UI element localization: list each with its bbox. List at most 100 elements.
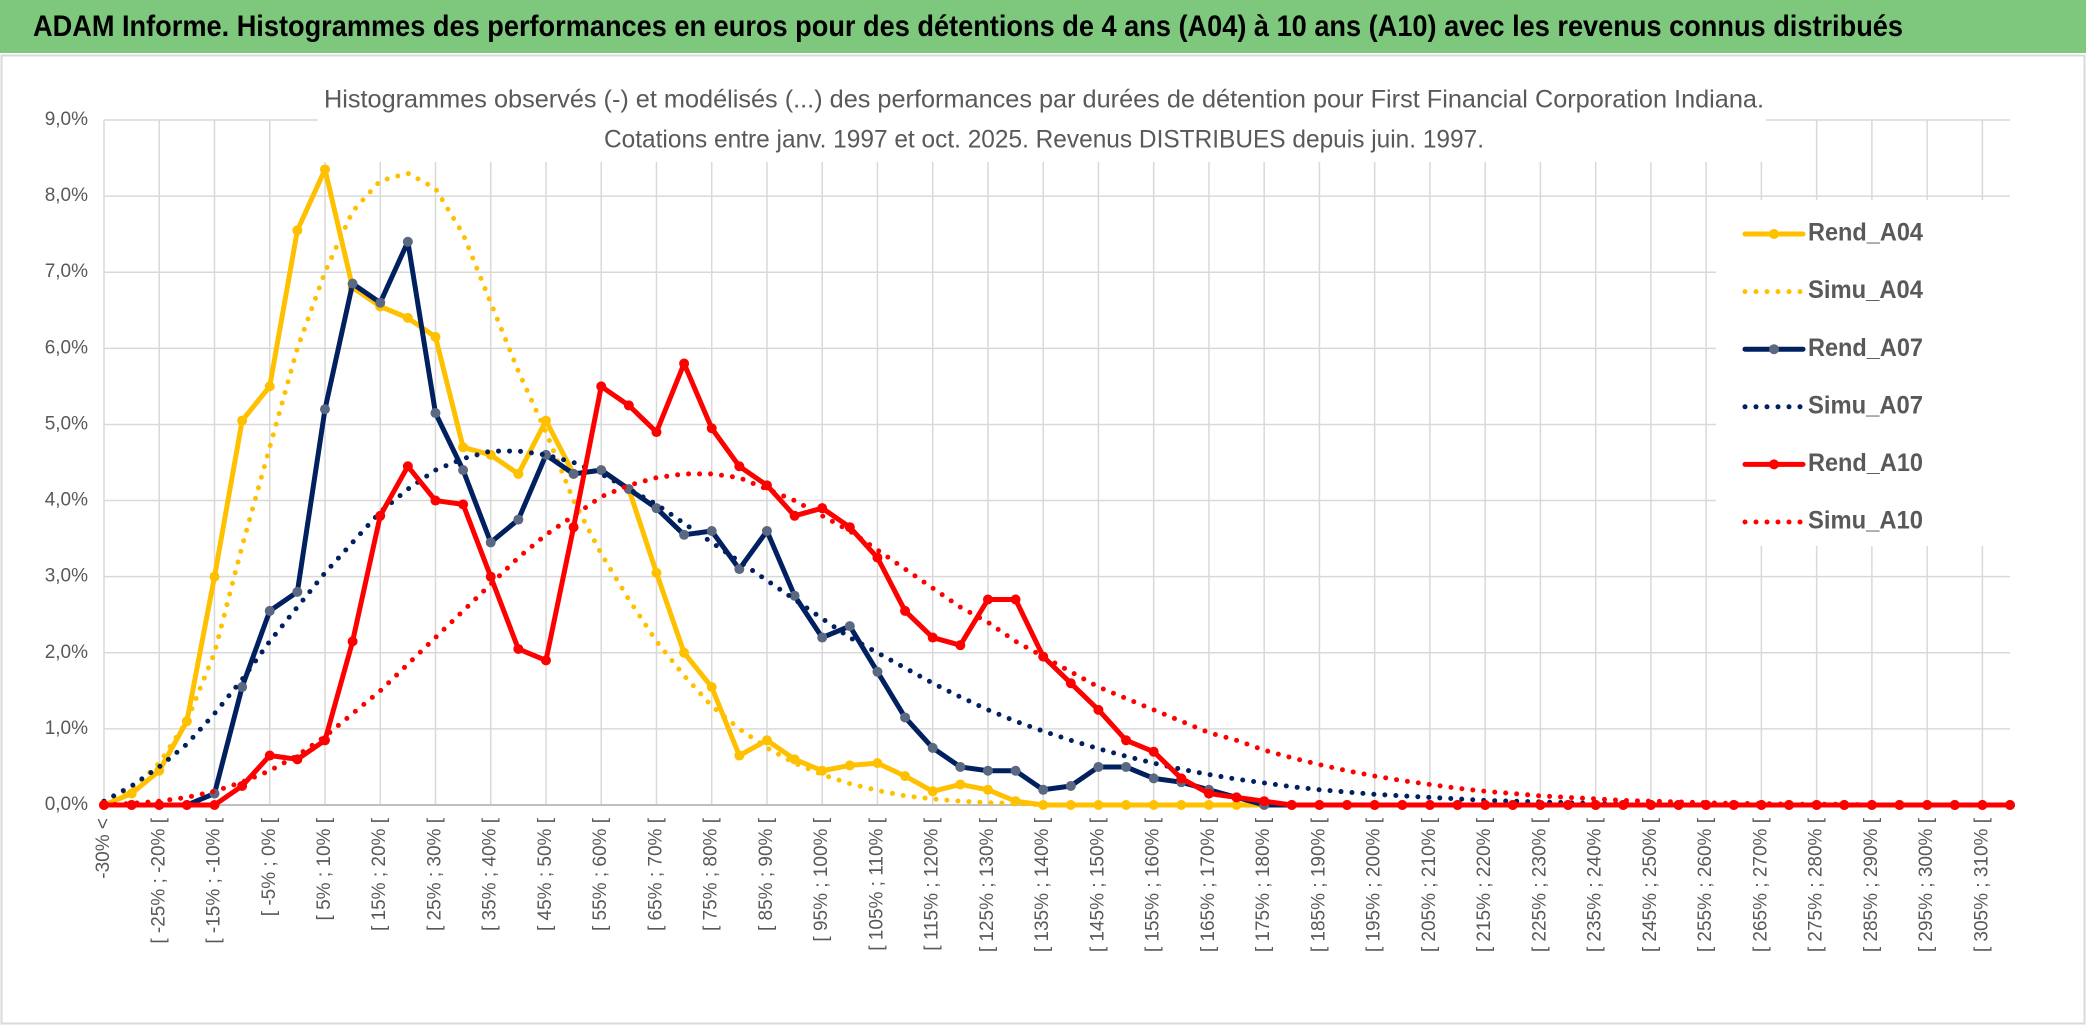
x-tick-label: [ 15% ; 20% [ bbox=[369, 817, 390, 931]
data-point bbox=[1121, 735, 1132, 746]
x-tick-label: [ 185% ; 190% [ bbox=[1308, 817, 1329, 952]
x-tick-label: [ 275% ; 280% [ bbox=[1806, 817, 1827, 952]
data-point bbox=[181, 800, 192, 810]
data-point bbox=[761, 526, 772, 536]
data-point bbox=[458, 465, 469, 476]
data-point bbox=[1176, 800, 1187, 810]
series-line bbox=[101, 471, 2013, 808]
legend-label: Rend_A10 bbox=[1808, 449, 1923, 477]
x-tick-label: [ 265% ; 270% [ bbox=[1750, 817, 1771, 952]
header-bar bbox=[0, 0, 2086, 53]
data-point bbox=[485, 537, 496, 548]
data-point bbox=[540, 415, 551, 426]
data-point bbox=[844, 522, 855, 533]
data-point bbox=[927, 742, 938, 753]
data-point bbox=[209, 571, 220, 582]
data-point bbox=[817, 503, 828, 514]
y-tick-label: 5,0% bbox=[45, 413, 88, 434]
x-tick-label: [ 95% ; 100% [ bbox=[811, 817, 832, 941]
x-tick-label: [ 25% ; 30% [ bbox=[424, 817, 445, 931]
data-point bbox=[237, 415, 248, 426]
data-point bbox=[1452, 800, 1463, 810]
data-point bbox=[126, 800, 137, 810]
data-point bbox=[927, 786, 938, 797]
data-point bbox=[292, 225, 303, 236]
header-title: ADAM Informe. Histogrammes des performan… bbox=[33, 10, 1903, 43]
data-point bbox=[1342, 800, 1353, 810]
data-point bbox=[872, 552, 883, 563]
data-point bbox=[1480, 800, 1491, 810]
data-point bbox=[264, 605, 275, 616]
data-point bbox=[734, 750, 745, 761]
data-point bbox=[1563, 800, 1574, 810]
data-point bbox=[900, 771, 911, 782]
legend-marker bbox=[1769, 344, 1779, 355]
x-tick-label: [ 225% ; 230% [ bbox=[1529, 817, 1550, 952]
data-point bbox=[1535, 800, 1546, 810]
data-point bbox=[237, 682, 248, 693]
x-tick-label: [ 295% ; 300% [ bbox=[1916, 817, 1937, 952]
data-point bbox=[458, 499, 469, 510]
x-tick-label: [ 145% ; 150% [ bbox=[1087, 817, 1108, 952]
data-point bbox=[1148, 746, 1159, 757]
data-point bbox=[1259, 796, 1270, 807]
data-point bbox=[872, 758, 883, 769]
x-tick-label: [ 65% ; 70% [ bbox=[645, 817, 666, 931]
x-tick-label: [ 195% ; 200% [ bbox=[1364, 817, 1385, 952]
x-tick-label: [ 155% ; 160% [ bbox=[1143, 817, 1164, 952]
data-point bbox=[651, 567, 662, 578]
data-point bbox=[1203, 788, 1214, 799]
data-point bbox=[513, 514, 524, 525]
data-point bbox=[1231, 792, 1242, 803]
y-tick-label: 7,0% bbox=[45, 261, 88, 282]
data-point bbox=[623, 400, 634, 411]
x-tick-label: [ 285% ; 290% [ bbox=[1861, 817, 1882, 952]
x-tick-label: [ 205% ; 210% [ bbox=[1419, 817, 1440, 952]
chart-title: Histogrammes observés (-) et modélisés (… bbox=[324, 86, 1764, 114]
data-point bbox=[402, 236, 413, 247]
data-point bbox=[1038, 800, 1049, 810]
x-tick-label: [ -15% ; -10% [ bbox=[204, 817, 225, 943]
y-tick-label: 3,0% bbox=[45, 566, 88, 587]
data-point bbox=[982, 765, 993, 776]
x-tick-label: [ 45% ; 50% [ bbox=[535, 817, 556, 931]
data-point bbox=[734, 461, 745, 472]
data-point bbox=[1065, 678, 1076, 689]
data-point bbox=[568, 522, 579, 533]
x-tick-label: [ 235% ; 240% [ bbox=[1585, 817, 1606, 952]
data-point bbox=[1121, 761, 1132, 772]
data-point bbox=[1314, 800, 1325, 810]
data-point bbox=[402, 312, 413, 323]
data-point bbox=[1148, 773, 1159, 784]
x-tick-label: [ 125% ; 130% [ bbox=[977, 817, 998, 952]
data-point bbox=[844, 621, 855, 632]
data-point bbox=[651, 427, 662, 438]
data-point bbox=[1866, 800, 1877, 810]
data-point bbox=[1010, 594, 1021, 605]
data-point bbox=[706, 423, 717, 434]
data-point bbox=[1397, 800, 1408, 810]
y-tick-label: 9,0% bbox=[45, 109, 88, 130]
x-tick-label: [ 105% ; 110% [ bbox=[866, 817, 887, 950]
x-tick-label: [ 75% ; 80% [ bbox=[701, 817, 722, 931]
data-point bbox=[927, 632, 938, 643]
data-point bbox=[485, 571, 496, 582]
data-point bbox=[513, 643, 524, 654]
data-point bbox=[154, 765, 165, 776]
data-point bbox=[1093, 761, 1104, 772]
legend-background bbox=[1716, 200, 2010, 546]
data-point bbox=[872, 666, 883, 677]
data-point bbox=[1369, 800, 1380, 810]
data-point bbox=[209, 800, 220, 810]
x-tick-label: [ -25% ; -20% [ bbox=[148, 817, 169, 943]
data-point bbox=[679, 358, 690, 369]
data-point bbox=[900, 712, 911, 723]
data-point bbox=[679, 529, 690, 540]
x-tick-label: [ 165% ; 170% [ bbox=[1198, 817, 1219, 952]
x-tick-label: [ 135% ; 140% [ bbox=[1032, 817, 1053, 952]
data-point bbox=[955, 779, 966, 790]
data-point bbox=[430, 495, 441, 506]
x-tick-label: [ 35% ; 40% [ bbox=[480, 817, 501, 931]
